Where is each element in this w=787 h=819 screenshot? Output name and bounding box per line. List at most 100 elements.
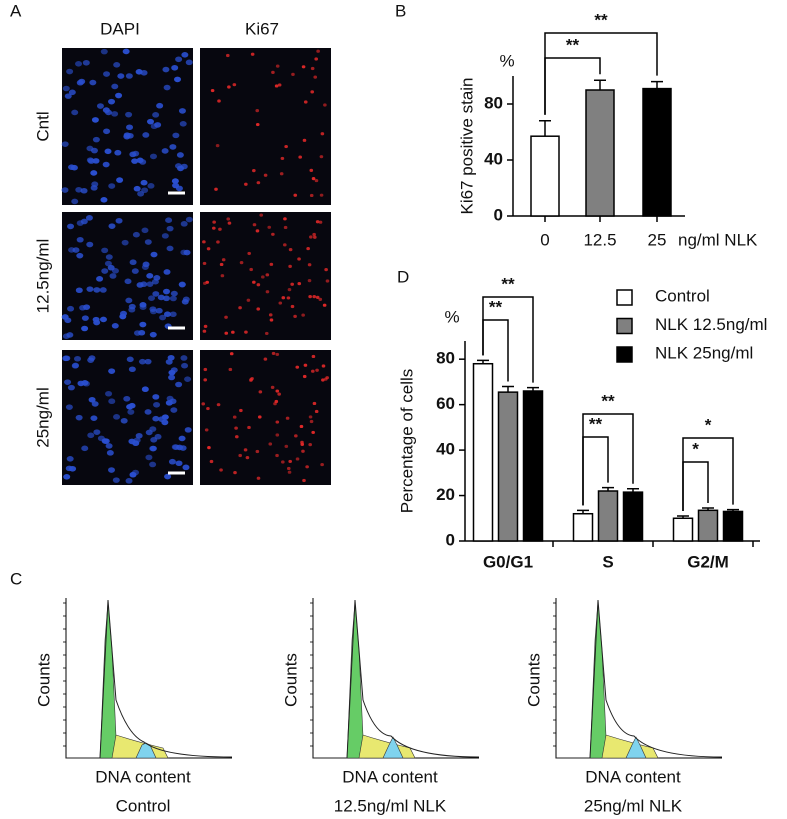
nucleus (109, 273, 117, 279)
legend-swatch (616, 289, 633, 306)
nucleus (309, 193, 314, 198)
nucleus (91, 117, 99, 123)
nucleus (71, 109, 79, 116)
nucleus (165, 217, 173, 223)
panel-label: A (10, 1, 22, 20)
nucleus (121, 239, 129, 246)
nucleus (255, 122, 260, 127)
error-bar (651, 80, 663, 89)
nucleus (275, 420, 280, 424)
nucleus (162, 288, 170, 295)
nucleus (284, 444, 289, 449)
nucleus (125, 297, 133, 304)
nucleus (120, 417, 128, 424)
error-bar (539, 120, 551, 137)
histograms: Counts DNA content Control Counts DNA conten… (34, 598, 723, 815)
nucleus (271, 351, 276, 356)
nucleus (63, 473, 71, 480)
g2-peak (135, 742, 157, 759)
nucleus (170, 290, 178, 297)
nucleus (302, 138, 307, 142)
nucleus (177, 165, 185, 172)
nucleus (79, 304, 87, 311)
y-axis-label: Percentage of cells (397, 369, 416, 514)
nucleus (66, 68, 74, 75)
bar (597, 490, 619, 542)
legend-swatch (616, 346, 633, 363)
y-axis-label: Ki67 positive stain (457, 77, 476, 214)
nucleus (62, 85, 70, 92)
nucleus (315, 220, 320, 224)
significance-bracket (682, 461, 709, 511)
nucleus (250, 52, 255, 56)
nucleus (308, 415, 313, 419)
nucleus (269, 318, 274, 322)
nucleus (88, 396, 96, 403)
nucleus (74, 355, 82, 362)
nucleus (203, 367, 208, 372)
nucleus (126, 356, 134, 363)
nucleus (217, 99, 221, 103)
nucleus (64, 93, 72, 99)
nucleus (297, 257, 301, 261)
nucleus (322, 303, 327, 307)
nucleus (152, 112, 160, 118)
histogram-axes (312, 598, 479, 759)
nucleus (123, 133, 131, 140)
nucleus (313, 75, 318, 79)
nucleus (91, 401, 99, 407)
nucleus (290, 282, 294, 286)
nucleus (255, 449, 260, 454)
nucleus (275, 352, 280, 357)
nucleus (212, 226, 216, 230)
nucleus (69, 465, 77, 472)
nucleus (105, 443, 113, 449)
nucleus (301, 65, 306, 69)
nucleus (220, 274, 225, 278)
nucleus (287, 470, 292, 474)
nucleus (141, 386, 149, 393)
nucleus (147, 183, 155, 189)
nucleus (171, 178, 179, 184)
fit-curve (556, 599, 723, 759)
panel-label: B (395, 1, 406, 20)
nucleus (132, 440, 140, 447)
nucleus (149, 445, 157, 452)
nucleus (307, 263, 312, 267)
nucleus (265, 290, 270, 294)
nucleus (204, 428, 209, 432)
nucleus (255, 229, 260, 233)
nucleus (81, 325, 89, 332)
y-tick-label: 20 (436, 485, 455, 504)
nucleus (152, 415, 160, 422)
nucleus (321, 364, 326, 368)
nucleus (155, 307, 163, 314)
nucleus (318, 220, 323, 224)
nucleus (302, 478, 306, 483)
nucleus (315, 295, 320, 299)
panel-label: D (397, 267, 409, 286)
nucleus (202, 329, 207, 333)
error-bar (727, 508, 739, 512)
nucleus (169, 295, 177, 302)
nucleus (174, 76, 182, 83)
nucleus (157, 294, 165, 301)
nucleus (127, 409, 135, 415)
nucleus (239, 261, 244, 265)
nucleus (281, 296, 286, 300)
nucleus (64, 317, 72, 324)
nucleus (169, 311, 177, 318)
error-bar (502, 385, 514, 393)
nucleus (238, 306, 242, 310)
nucleus (283, 243, 287, 247)
nucleus (114, 149, 122, 156)
histogram-axes (65, 598, 232, 759)
nucleus (323, 103, 327, 107)
error-bar (527, 386, 539, 391)
nucleus (144, 358, 152, 365)
nucleus (149, 153, 157, 160)
nucleus (99, 316, 107, 323)
nucleus (175, 185, 183, 192)
nucleus (288, 247, 293, 252)
bar (585, 89, 615, 217)
